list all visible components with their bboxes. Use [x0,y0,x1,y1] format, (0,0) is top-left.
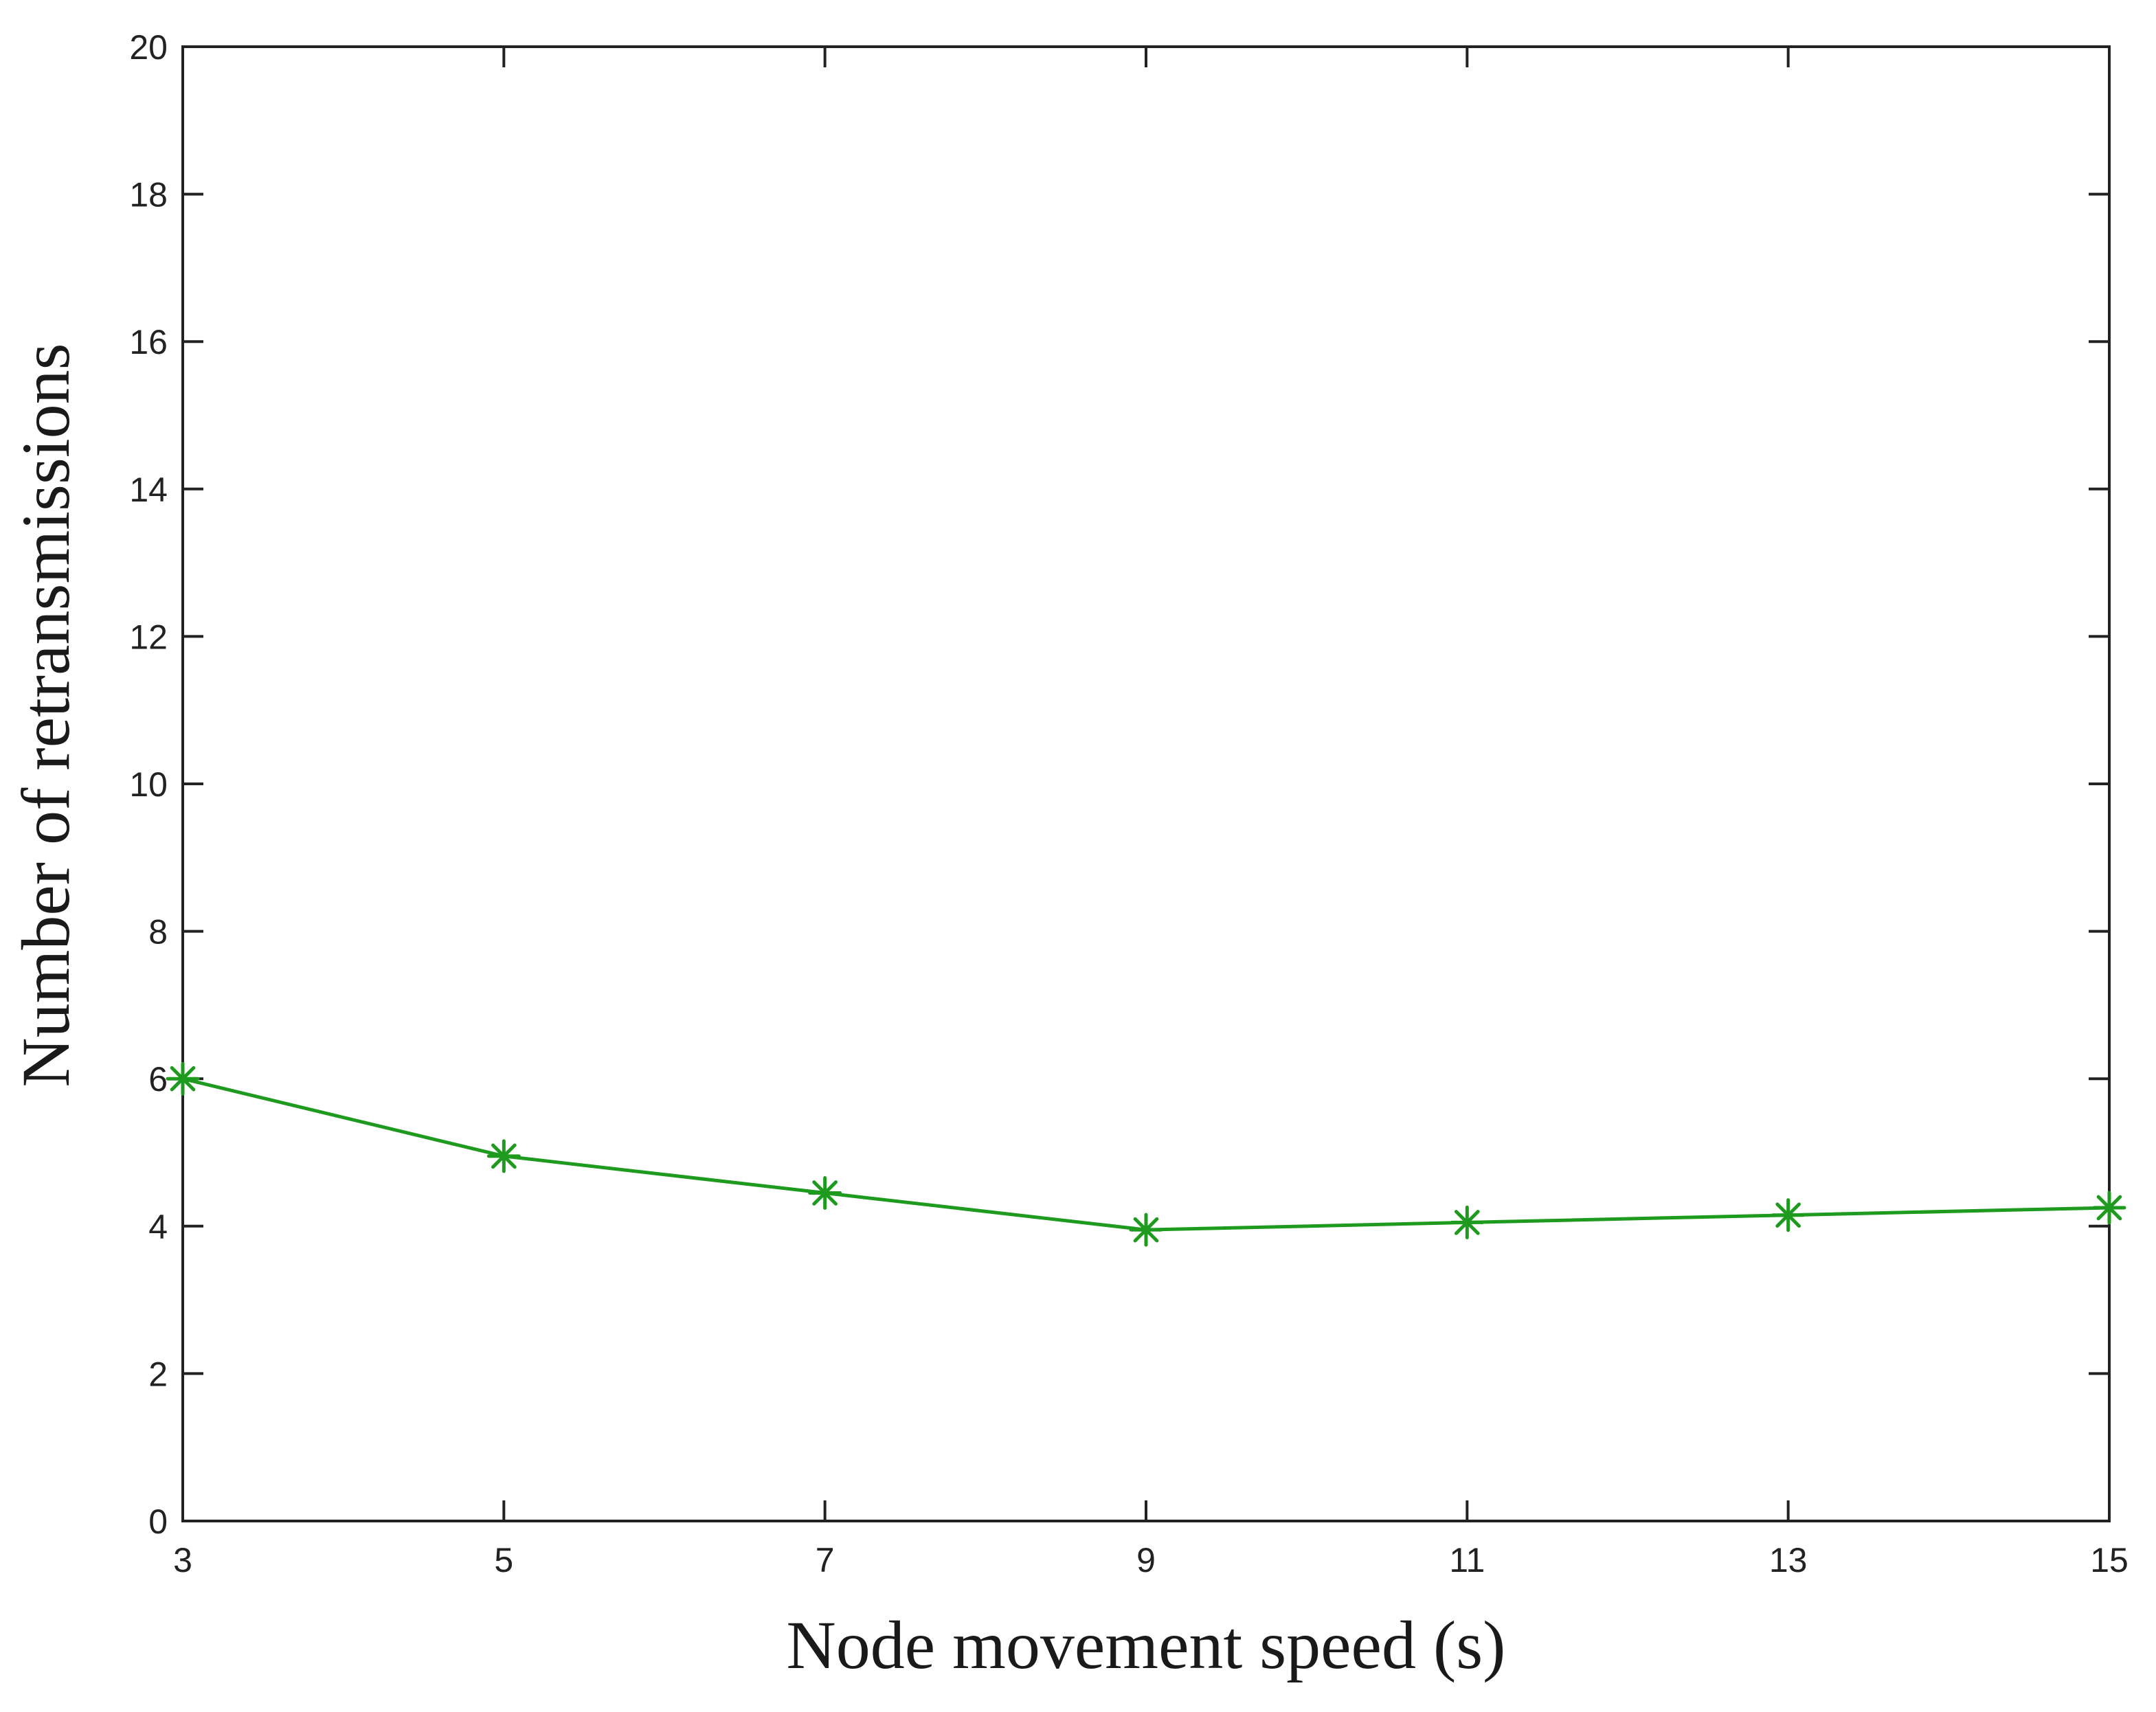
x-axis-title: Node movement speed (s) [787,1607,1506,1683]
y-tick-label: 10 [129,765,168,804]
x-tick-label: 7 [816,1541,835,1579]
x-tick-label: 5 [494,1541,513,1579]
y-tick-label: 4 [148,1208,168,1246]
y-tick-label: 16 [129,323,168,361]
y-axis-title: Number of retransmissions [8,343,84,1087]
data-point-marker [1450,1205,1484,1239]
plot-frame [181,45,2111,1522]
x-axis-ticks: 3 5 7 9 11 13 15 [173,47,2129,1579]
y-tick-label: 20 [129,28,168,67]
x-tick-label: 11 [1449,1541,1485,1579]
y-tick-label: 8 [148,913,168,951]
data-point-marker [1129,1213,1163,1247]
x-tick-label: 3 [173,1541,192,1579]
x-tick-label: 13 [1769,1541,1808,1579]
x-tick-label: 15 [2090,1541,2129,1579]
y-tick-label: 14 [129,471,168,509]
y-tick-label: 2 [148,1355,168,1393]
data-point-marker [166,1061,200,1096]
data-point-marker [2092,1191,2126,1225]
data-point-marker [1771,1198,1806,1232]
series-layer [166,1061,2126,1247]
y-tick-label: 6 [148,1060,168,1099]
y-tick-label: 12 [129,618,168,656]
data-point-marker [808,1176,842,1210]
y-axis-ticks: 0 2 4 6 8 10 12 14 16 18 20 [129,28,2109,1541]
x-tick-label: 9 [1136,1541,1156,1579]
data-point-marker [486,1139,521,1173]
y-tick-label: 0 [148,1502,168,1541]
y-tick-label: 18 [129,176,168,214]
